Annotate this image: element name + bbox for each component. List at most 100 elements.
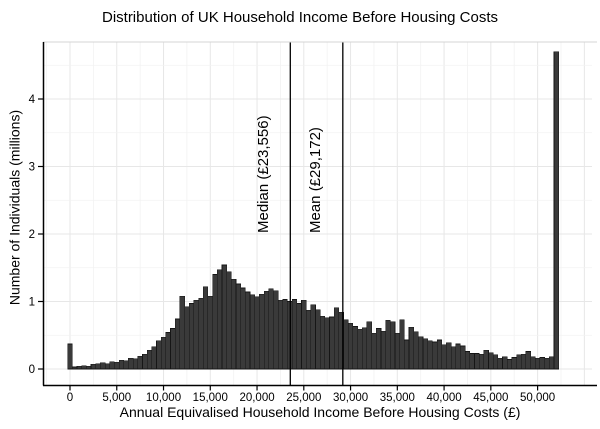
x-tick-label: 0	[67, 392, 73, 404]
histogram-bar	[460, 345, 466, 370]
histogram-bar	[478, 353, 485, 370]
histogram-bar	[497, 357, 503, 370]
histogram-bar	[422, 338, 429, 370]
histogram-bar	[352, 326, 358, 370]
histogram-bar	[123, 360, 129, 370]
histogram-bar	[160, 336, 167, 370]
histogram-bar	[404, 339, 410, 370]
histogram-bar	[104, 363, 111, 370]
histogram-bar	[319, 316, 326, 370]
histogram-bar	[436, 339, 443, 370]
histogram-bar	[333, 307, 340, 370]
histogram-bar	[474, 353, 480, 370]
histogram-bar	[432, 341, 438, 370]
histogram-bar	[544, 357, 550, 370]
histogram-bar	[464, 351, 471, 370]
histogram-bar	[553, 51, 559, 370]
histogram-bar	[273, 290, 279, 370]
histogram-bar	[371, 332, 377, 370]
histogram-bar	[516, 354, 522, 370]
histogram-bar	[361, 327, 368, 370]
x-tick-label: 45,000	[473, 392, 508, 404]
histogram-bar	[520, 353, 527, 370]
histogram-bar	[530, 356, 536, 370]
histogram-bar	[385, 320, 391, 370]
x-tick-label: 10,000	[146, 392, 181, 404]
histogram-bar	[427, 340, 433, 370]
x-tick-label: 50,000	[520, 392, 555, 404]
x-tick-label: 35,000	[380, 392, 415, 404]
x-tick-label: 25,000	[286, 392, 321, 404]
histogram-bar	[301, 299, 307, 370]
histogram-bar	[151, 346, 157, 370]
histogram-bar	[193, 299, 199, 370]
histogram-bar	[226, 271, 232, 370]
histogram-bar	[137, 355, 143, 370]
histogram-bar	[132, 358, 139, 370]
histogram-bar	[418, 336, 424, 370]
y-tick-label: 4	[29, 94, 36, 106]
histogram-bar	[216, 269, 223, 370]
x-tick-label: 40,000	[426, 392, 461, 404]
histogram-bar	[179, 295, 185, 370]
histogram-bar	[282, 299, 288, 370]
histogram-bar	[268, 288, 274, 370]
median-annotation-label: Median (£23,556)	[255, 115, 272, 233]
histogram-bar	[86, 365, 92, 370]
histogram-bar	[450, 346, 457, 370]
histogram-bar	[469, 353, 475, 370]
histogram-bar	[502, 356, 508, 370]
histogram-bar	[315, 309, 321, 370]
histogram-bar	[296, 303, 302, 370]
histogram-bar	[441, 344, 447, 370]
histogram-bar	[263, 291, 270, 370]
histogram-bar	[170, 328, 176, 370]
histogram-bar	[235, 283, 241, 370]
histogram-bar	[534, 357, 541, 370]
histogram-bar	[343, 319, 349, 370]
histogram-bar	[174, 318, 181, 370]
histogram-bar	[81, 365, 87, 370]
histogram-bar	[492, 354, 499, 370]
histogram-bar	[399, 319, 405, 370]
y-axis-title: Number of Individuals (millions)	[6, 109, 23, 306]
y-tick-label: 1	[29, 297, 35, 309]
histogram-bar	[366, 321, 372, 370]
histogram-bar	[408, 326, 414, 370]
histogram-bar	[347, 322, 354, 370]
histogram-bar	[357, 328, 363, 370]
histogram-bar	[67, 343, 73, 370]
histogram-bar	[245, 291, 251, 370]
histogram-bar	[128, 357, 134, 370]
x-tick-label: 20,000	[239, 392, 274, 404]
histogram-bar	[455, 343, 461, 370]
histogram-bar	[212, 274, 218, 370]
histogram-bar	[525, 351, 531, 370]
histogram-bar	[511, 357, 517, 370]
histogram-bar	[483, 349, 489, 370]
histogram-bar	[539, 357, 545, 370]
histogram-bar	[375, 328, 382, 370]
histogram-bar	[118, 359, 125, 370]
mean-annotation-label: Mean (£29,172)	[307, 127, 324, 233]
histogram-bar	[184, 306, 190, 370]
histogram-bar	[72, 366, 78, 370]
histogram-bar	[305, 309, 312, 370]
chart-title: Distribution of UK Household Income Befo…	[101, 9, 499, 26]
histogram-bar	[254, 296, 260, 370]
histogram-bar	[394, 332, 400, 370]
histogram-bar	[198, 297, 204, 370]
histogram-bar	[329, 316, 335, 370]
histogram-bar	[146, 349, 153, 370]
x-tick-label: 30,000	[333, 392, 368, 404]
histogram-bar	[142, 353, 148, 370]
histogram-bar	[114, 361, 120, 370]
histogram-bar	[231, 278, 237, 370]
histogram-bar	[259, 293, 265, 370]
x-tick-label: 15,000	[193, 392, 228, 404]
histogram-bar	[207, 295, 213, 370]
histogram-bar	[446, 342, 452, 370]
histogram-bar	[506, 359, 513, 370]
